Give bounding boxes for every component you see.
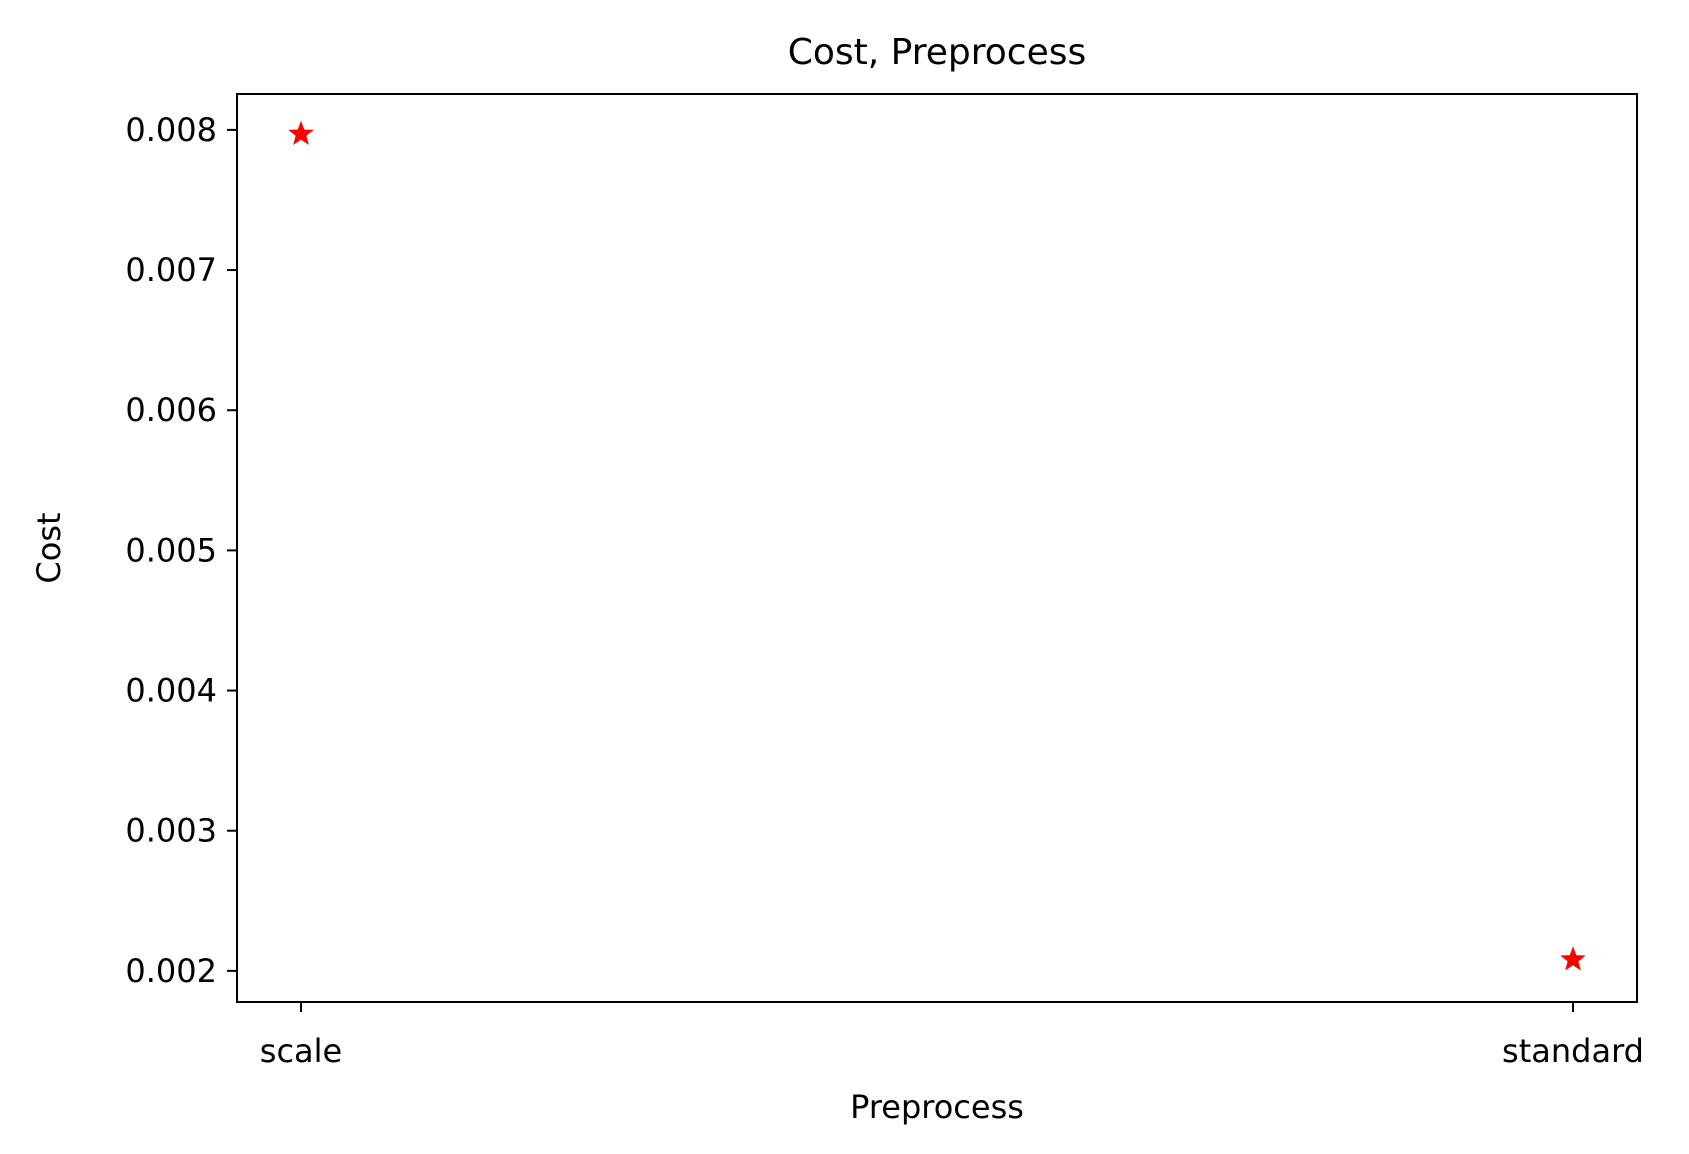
y-tick-label: 0.005 <box>125 531 217 569</box>
y-tick-label: 0.007 <box>125 251 217 289</box>
y-tick-label: 0.008 <box>125 111 217 149</box>
x-axis: scale standard <box>260 1002 1644 1070</box>
chart-title: Cost, Preprocess <box>788 32 1087 73</box>
y-tick-label: 0.006 <box>125 391 217 429</box>
y-tick-label: 0.004 <box>125 672 217 710</box>
y-tick-label: 0.003 <box>125 812 217 850</box>
plot-area-frame <box>236 93 1638 1003</box>
data-markers <box>288 120 1586 971</box>
y-axis-label: Cost <box>30 512 68 583</box>
x-tick-label: standard <box>1502 1032 1644 1070</box>
data-point-star <box>1560 946 1586 971</box>
data-point-star <box>288 120 314 145</box>
x-axis-label: Preprocess <box>850 1088 1024 1126</box>
y-axis: 0.002 0.003 0.004 0.005 0.006 0.007 0.008 <box>125 111 237 990</box>
x-tick-label: scale <box>260 1032 342 1070</box>
y-tick-label: 0.002 <box>125 952 217 990</box>
